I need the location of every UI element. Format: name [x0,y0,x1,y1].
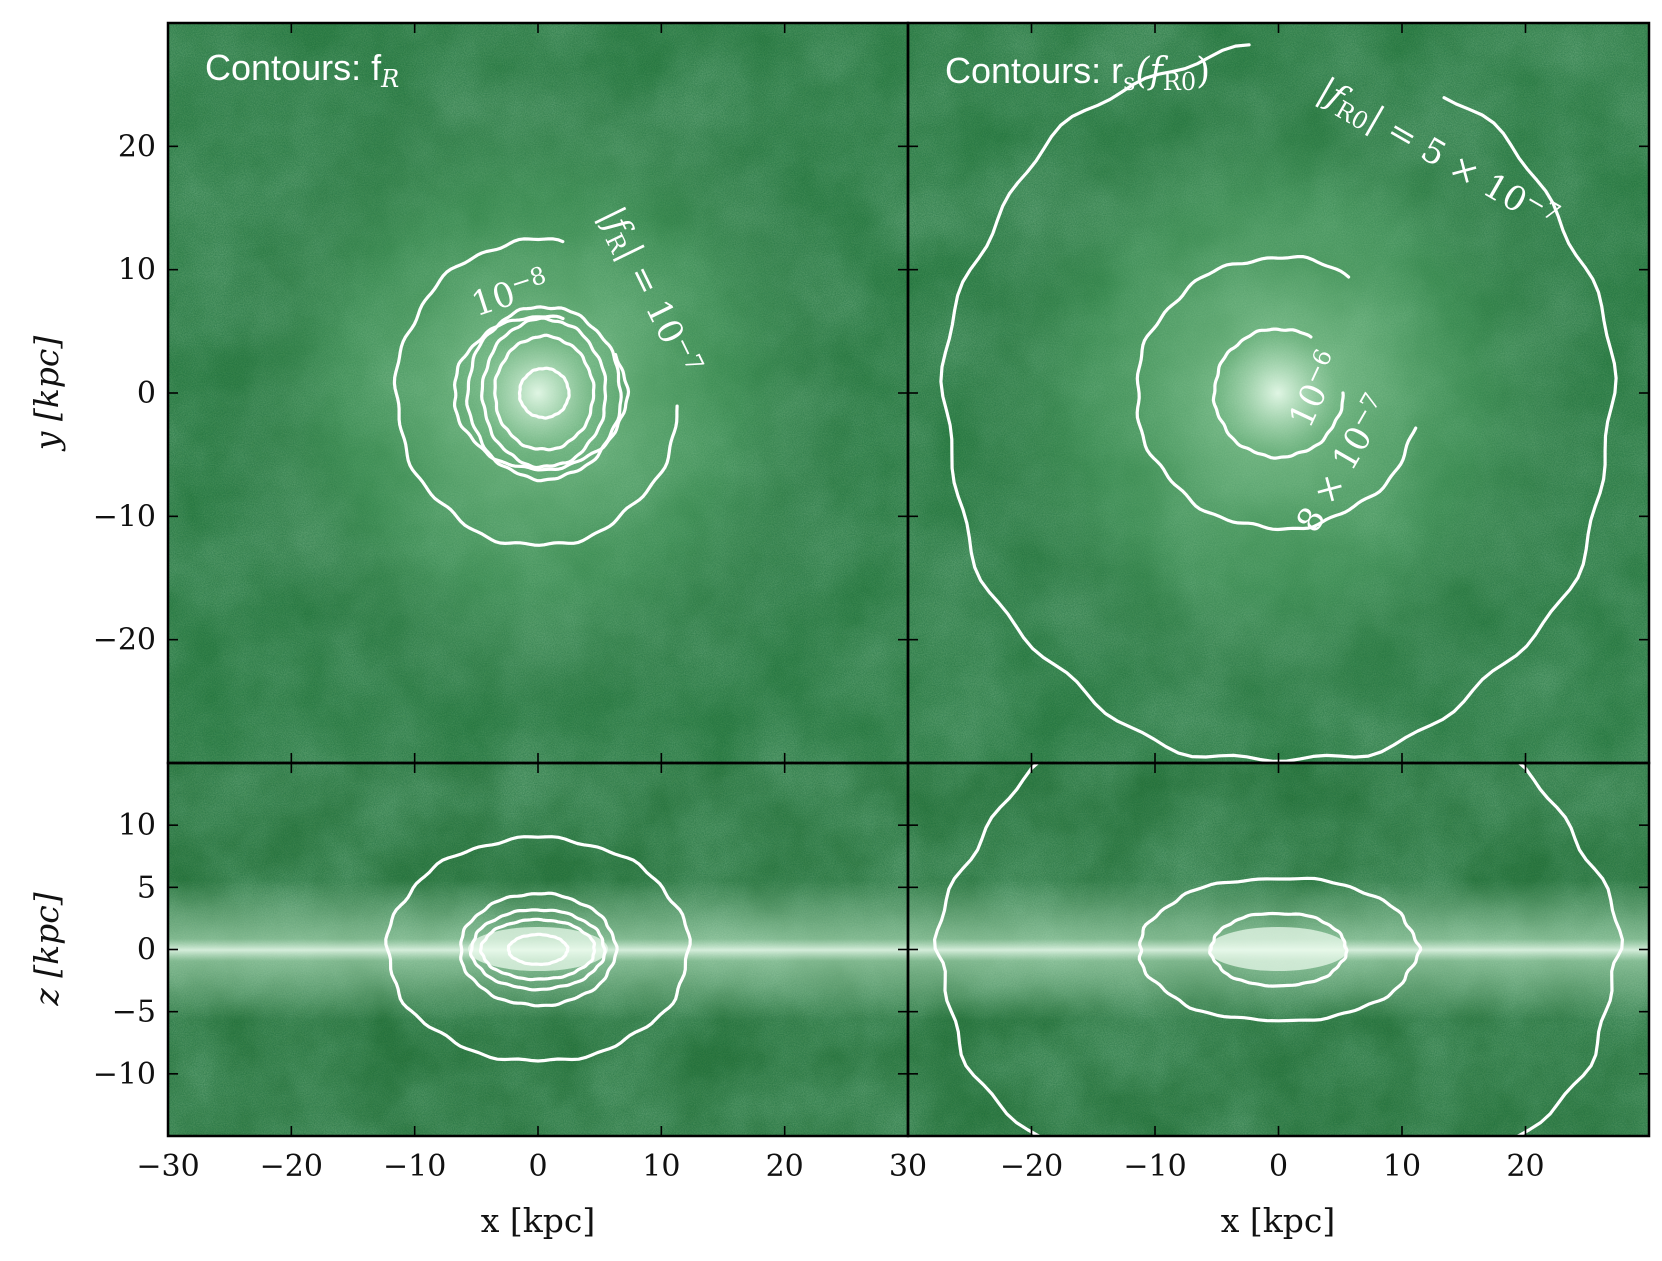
x-tick-label: −10 [383,1149,446,1184]
contour-line [493,333,596,452]
y-tick-label: 20 [118,129,156,164]
panel-bottom-left-background [168,763,908,1136]
y-tick-label: −20 [93,623,156,658]
x-tick-label: 30 [889,1149,927,1184]
y-tick-label: −10 [93,499,156,534]
contours-bottom-left [384,835,692,1063]
y-tick-label: 10 [118,253,156,288]
x-tick-label: −20 [260,1149,323,1184]
y-tick-label: 10 [118,808,156,843]
ylabel-bottom: z [kpc] [27,892,66,1006]
y-tick-label: 5 [137,870,156,905]
frame-bottom-right [906,761,1651,1138]
contour-line [1208,911,1349,988]
contour-line [517,366,571,420]
contour-line [468,908,607,992]
x-tick-label: −20 [1000,1149,1063,1184]
contours-top-right [939,43,1618,763]
panel-top-left-background [168,23,908,763]
contour-line [933,763,1624,1136]
panel-bottom-right-background [908,763,1649,1136]
contours-top-left [392,237,679,547]
contour-line [453,314,631,472]
x-tick-label: 10 [1383,1149,1421,1184]
x-tick-label: 0 [1269,1149,1288,1184]
x-tick-label: 20 [766,1149,804,1184]
contour-line [1211,327,1345,460]
x-tick-label: 0 [528,1149,547,1184]
contour-line [1135,255,1418,532]
contour-line [480,316,608,470]
contour-line [384,835,692,1063]
axis-ticks [168,23,1649,1136]
x-tick-label: −10 [1123,1149,1186,1184]
y-tick-label: −10 [93,1057,156,1092]
x-tick-label: 20 [1506,1149,1544,1184]
contours-bottom-right [933,763,1624,1136]
xlabel-bottom-right: x [kpc] [1221,1201,1335,1240]
contour-line [392,237,679,547]
xlabel-bottom-left: x [kpc] [481,1201,595,1240]
ylabel-top: y [kpc] [27,336,66,453]
x-tick-label: 10 [642,1149,680,1184]
contour-line [506,932,570,966]
y-tick-label: −5 [112,995,156,1030]
contour-line [459,891,619,1008]
panel-title-top-left: Contours: fR [205,47,399,93]
y-tick-label: 0 [137,933,156,968]
panel-top-right-background [908,23,1649,763]
x-tick-label: −30 [136,1149,199,1184]
contour-line [1137,876,1423,1023]
contour-line [939,43,1618,763]
contour-line [478,917,596,982]
axis-tick-labels: 20 10 0 −10 −20 10 5 0 −5 −10 −30 −20 −10 0 10 20 30 −20 −… [93,129,1545,1184]
contour-line [465,305,623,483]
y-tick-label: 0 [137,376,156,411]
